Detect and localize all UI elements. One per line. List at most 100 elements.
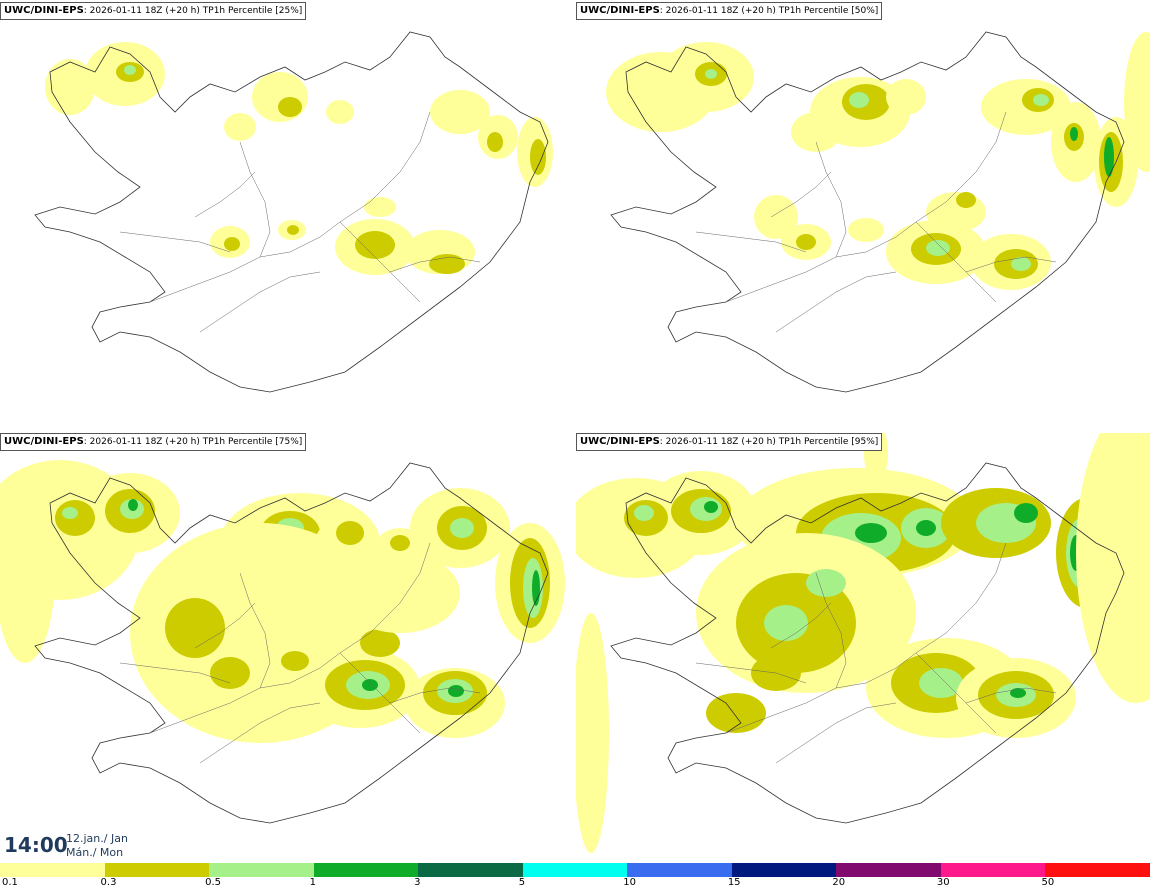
legend-tick-label: 3 <box>414 877 421 888</box>
legend-swatch <box>1045 863 1150 877</box>
region-border <box>915 652 997 734</box>
panel-title: UWC/DINI-EPS: 2026-01-11 18Z (+20 h) TP1… <box>576 2 883 20</box>
region-border <box>915 542 1007 654</box>
run-info: 2026-01-11 18Z (+20 h) <box>89 437 200 447</box>
region-border <box>339 221 421 303</box>
color-legend <box>0 863 1150 877</box>
precip-area <box>278 97 302 117</box>
precip-map-95 <box>576 433 1150 853</box>
precip-area <box>791 112 841 152</box>
precip-area <box>224 237 240 251</box>
coastline <box>610 31 1125 393</box>
region-border <box>915 111 1007 223</box>
legend-tick-label: 20 <box>832 877 846 888</box>
legend-swatch <box>627 863 732 877</box>
precip-area <box>706 693 766 733</box>
precip-area <box>55 500 95 536</box>
param-name: TP1h Percentile <box>778 6 849 16</box>
percentile-label: [25%] <box>275 6 303 16</box>
map-panel-95: UWC/DINI-EPS: 2026-01-11 18Z (+20 h) TP1… <box>576 433 1150 861</box>
panel-title: UWC/DINI-EPS: 2026-01-11 18Z (+20 h) TP1… <box>0 433 307 451</box>
region-border <box>695 231 807 253</box>
region-border <box>199 702 321 764</box>
region-border <box>770 602 832 649</box>
precip-area <box>165 598 225 658</box>
precip-area <box>326 100 354 124</box>
percentile-label: [95%] <box>851 437 879 447</box>
region-border <box>389 256 481 273</box>
precip-map-25 <box>34 31 553 393</box>
precip-area <box>916 520 936 536</box>
run-info: 2026-01-11 18Z (+20 h) <box>665 437 776 447</box>
precip-area <box>849 92 869 108</box>
precip-area <box>210 657 250 689</box>
precip-area <box>926 192 986 232</box>
panel-title: UWC/DINI-EPS: 2026-01-11 18Z (+20 h) TP1… <box>576 433 883 451</box>
precip-area <box>1010 688 1026 698</box>
precip-area <box>1131 444 1150 542</box>
region-border <box>194 602 256 649</box>
region-border <box>770 171 832 218</box>
model-name: UWC/DINI-EPS <box>4 5 84 16</box>
legend-swatch <box>836 863 941 877</box>
region-border <box>389 687 481 704</box>
legend-swatch <box>731 863 837 877</box>
precip-area <box>487 132 503 152</box>
precip-map-75 <box>0 460 565 824</box>
model-name: UWC/DINI-EPS <box>4 436 84 447</box>
region-border <box>815 572 847 689</box>
legend-swatch <box>104 863 210 877</box>
precip-area <box>796 234 816 250</box>
precip-area <box>1011 257 1031 271</box>
precip-area <box>430 90 490 134</box>
precip-area <box>754 195 798 239</box>
coastline <box>610 462 1125 824</box>
legend-tick-label: 1 <box>309 877 316 888</box>
precip-area <box>576 613 609 853</box>
precip-area <box>362 679 378 691</box>
legend-tick-label: 0.5 <box>205 877 221 888</box>
region-border <box>695 662 807 684</box>
valid-date: 12.jan./ Jan <box>66 832 128 845</box>
legend-tick-label: 0.1 <box>2 877 18 888</box>
precip-area <box>848 218 884 242</box>
valid-day: Mán./ Mon <box>66 846 124 859</box>
region-border <box>239 141 271 258</box>
region-border <box>965 256 1057 273</box>
region-border <box>199 271 321 333</box>
region-border <box>119 662 231 684</box>
precip-area <box>0 483 55 663</box>
region-border <box>339 542 431 654</box>
map-panel-25: UWC/DINI-EPS: 2026-01-11 18Z (+20 h) TP1… <box>0 2 574 430</box>
region-border <box>775 702 897 764</box>
region-border <box>965 687 1057 704</box>
precip-area <box>764 605 808 641</box>
precip-area <box>634 505 654 521</box>
model-name: UWC/DINI-EPS <box>580 5 660 16</box>
precip-area <box>124 65 136 75</box>
legend-swatch <box>418 863 523 877</box>
precip-area <box>704 501 718 513</box>
panel-title: UWC/DINI-EPS: 2026-01-11 18Z (+20 h) TP1… <box>0 2 307 20</box>
run-info: 2026-01-11 18Z (+20 h) <box>665 6 776 16</box>
legend-tick-label: 5 <box>518 877 526 888</box>
precip-area <box>448 685 464 697</box>
precip-area <box>336 521 364 545</box>
precip-area <box>886 79 926 115</box>
legend-tick-label: 30 <box>936 877 950 888</box>
run-info: 2026-01-11 18Z (+20 h) <box>89 6 200 16</box>
precip-area <box>287 225 299 235</box>
legend-tick-label: 0.3 <box>100 877 117 888</box>
legend-tick-label: 10 <box>623 877 636 888</box>
precip-area <box>919 668 963 698</box>
coastline <box>34 462 549 824</box>
precip-area <box>252 72 308 122</box>
map-panel-50: UWC/DINI-EPS: 2026-01-11 18Z (+20 h) TP1… <box>576 2 1150 430</box>
precip-area <box>1033 94 1049 106</box>
precip-area <box>705 69 717 79</box>
region-border <box>915 221 997 303</box>
legend-tick-label: 15 <box>727 877 741 888</box>
legend-swatch <box>313 863 419 877</box>
precip-area <box>340 553 460 633</box>
region-border <box>239 572 271 689</box>
